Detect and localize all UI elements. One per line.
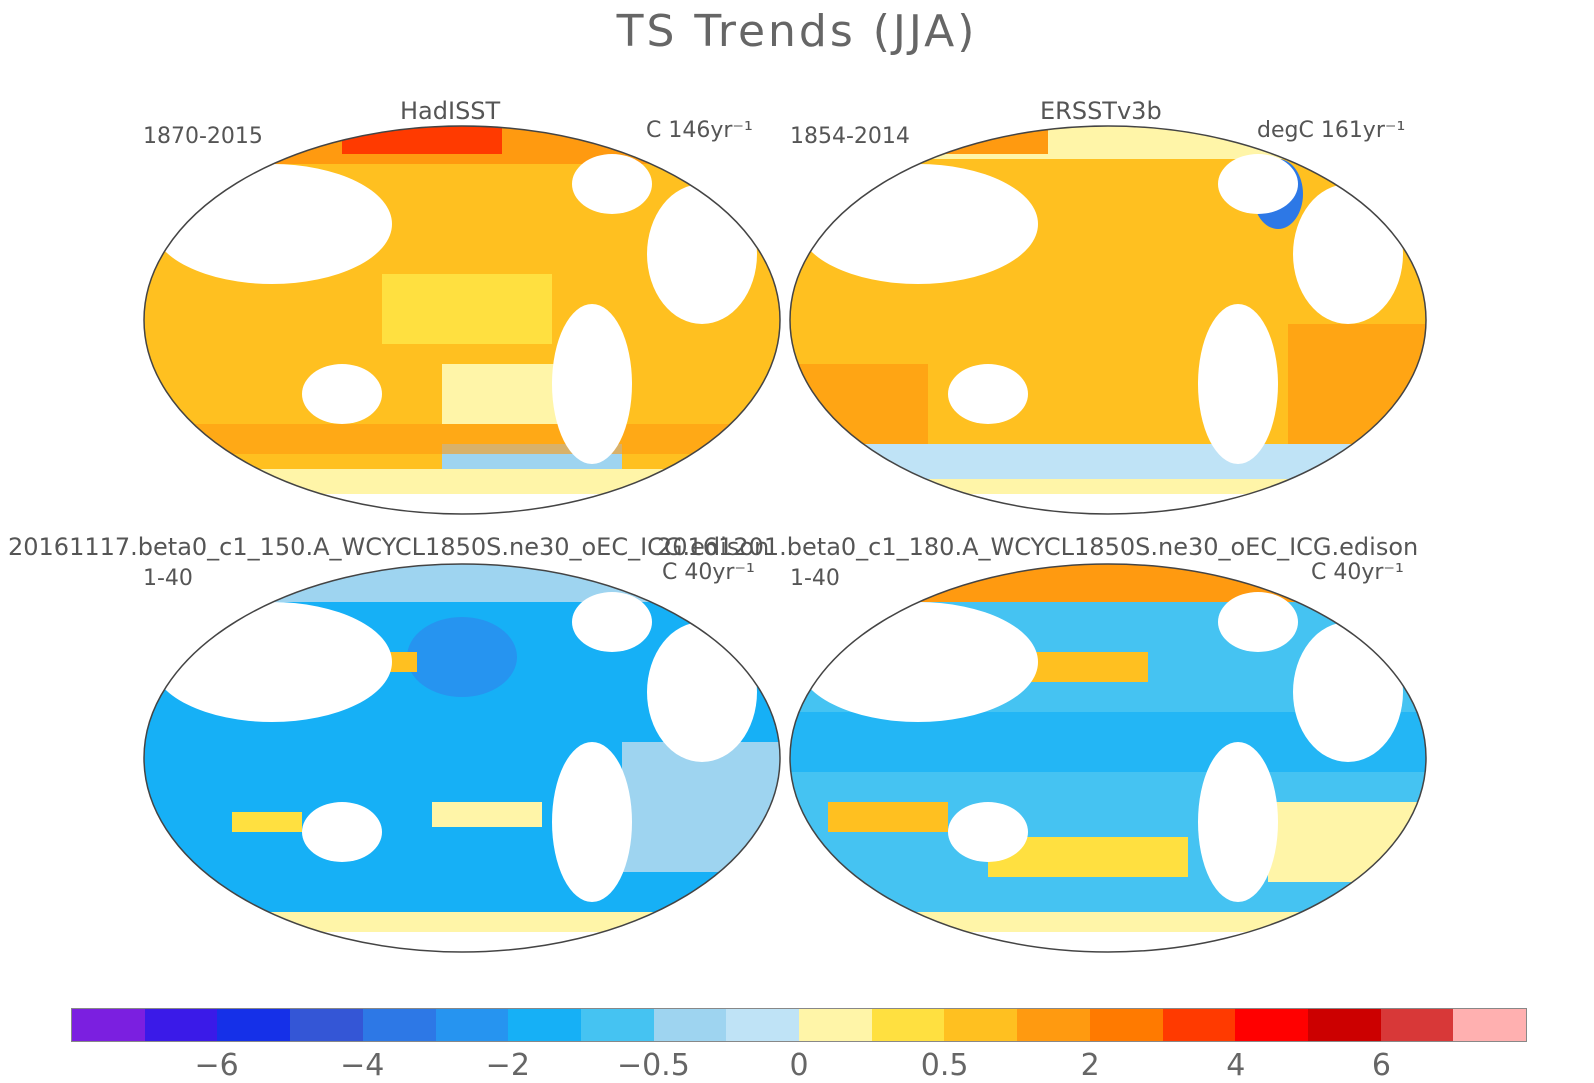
figure-title: TS Trends (JJA)	[616, 6, 978, 57]
map-model-150	[143, 563, 781, 953]
panel-units-hadisst: C 146yr⁻¹	[646, 118, 753, 143]
colorbar-swatch	[1307, 1009, 1381, 1041]
colorbar-swatch	[508, 1009, 581, 1041]
colorbar-swatch	[290, 1009, 363, 1041]
colorbar-swatch	[1380, 1009, 1454, 1041]
panel-title-model-180: 20161201.beta0_c1_180.A_WCYCL1850S.ne30_…	[657, 533, 1419, 561]
panel-period-hadisst: 1870-2015	[143, 124, 263, 149]
panel-period-model-180: 1-40	[790, 566, 840, 591]
colorbar-swatch	[1017, 1009, 1090, 1041]
map-hadisst	[143, 125, 781, 515]
panel-units-model-180: C 40yr⁻¹	[1311, 560, 1404, 585]
colorbar-tick-label: 2	[1080, 1048, 1100, 1083]
colorbar-swatch	[1089, 1009, 1163, 1041]
map-model-180	[789, 563, 1427, 953]
colorbar-swatch	[799, 1009, 872, 1041]
colorbar-tick-label: 0	[789, 1048, 809, 1083]
colorbar-swatch	[435, 1009, 509, 1041]
colorbar	[71, 1008, 1527, 1042]
colorbar-swatch	[653, 1009, 727, 1041]
colorbar-swatch	[944, 1009, 1018, 1041]
colorbar-swatch	[217, 1009, 291, 1041]
panel-title-ersstv3b: ERSSTv3b	[1040, 97, 1162, 125]
colorbar-swatch	[580, 1009, 654, 1041]
colorbar-swatch	[362, 1009, 436, 1041]
colorbar-tick-label: −6	[194, 1048, 239, 1083]
panel-title-model-150: 20161117.beta0_c1_150.A_WCYCL1850S.ne30_…	[8, 533, 770, 561]
colorbar-swatch	[726, 1009, 800, 1041]
panel-title-hadisst: HadISST	[400, 97, 501, 125]
colorbar-swatch	[1453, 1009, 1527, 1041]
colorbar-tick-label: 0.5	[920, 1048, 969, 1083]
colorbar-swatch	[72, 1009, 145, 1041]
colorbar-swatch	[144, 1009, 218, 1041]
colorbar-swatch	[1162, 1009, 1236, 1041]
colorbar-swatch	[1235, 1009, 1308, 1041]
colorbar-tick-label: −2	[485, 1048, 530, 1083]
panel-units-ersstv3b: degC 161yr⁻¹	[1257, 118, 1406, 143]
panel-units-model-150: C 40yr⁻¹	[662, 560, 755, 585]
colorbar-tick-label: −4	[340, 1048, 385, 1083]
panel-period-model-150: 1-40	[143, 566, 193, 591]
map-ersstv3b	[789, 125, 1427, 515]
panel-period-ersstv3b: 1854-2014	[790, 124, 910, 149]
colorbar-tick-label: 4	[1226, 1048, 1246, 1083]
colorbar-tick-label: −0.5	[616, 1048, 690, 1083]
colorbar-swatch	[871, 1009, 945, 1041]
colorbar-tick-label: 6	[1371, 1048, 1391, 1083]
